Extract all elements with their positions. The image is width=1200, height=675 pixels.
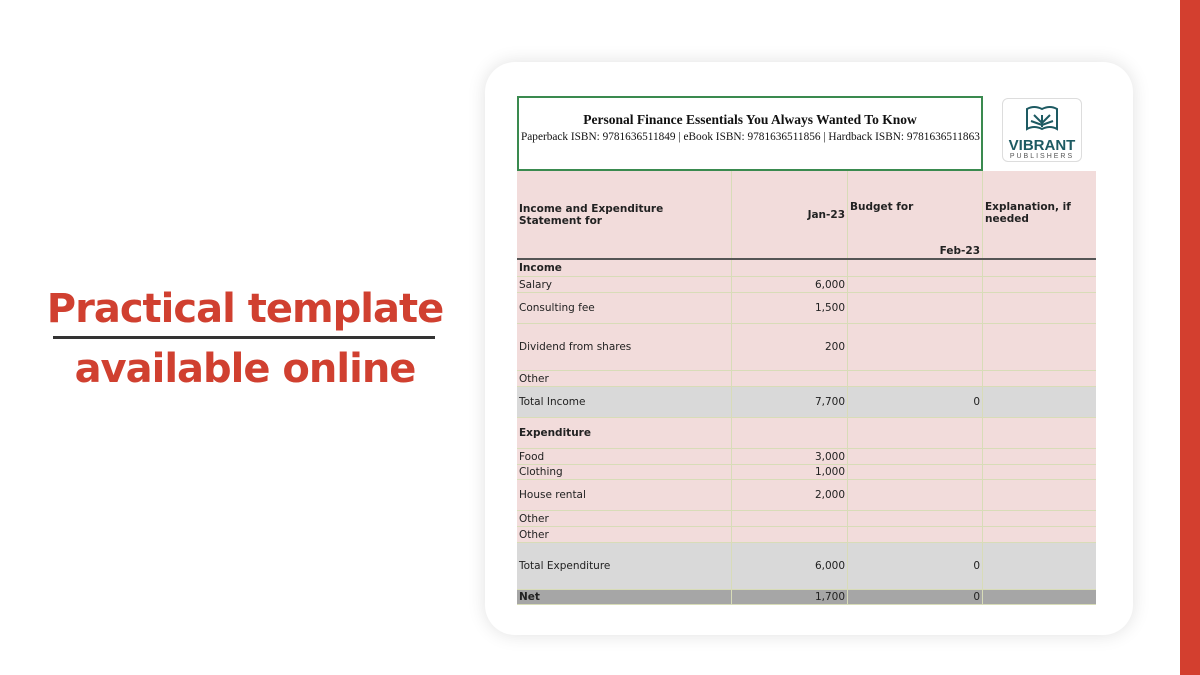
row-label[interactable]: Total Income — [517, 387, 732, 417]
row-value[interactable]: 1,700 — [732, 590, 848, 604]
row-budget[interactable]: 0 — [848, 543, 983, 589]
row-budget[interactable]: 0 — [848, 590, 983, 604]
row-value[interactable]: 200 — [732, 324, 848, 370]
row-budget[interactable] — [848, 371, 983, 386]
table-row: Income — [517, 260, 1096, 277]
slogan-line-1: Practical template — [46, 286, 444, 332]
row-explanation[interactable] — [983, 260, 1096, 276]
table-row: Total Income 7,700 0 — [517, 387, 1096, 418]
row-budget[interactable] — [848, 480, 983, 510]
table-row: Food 3,000 — [517, 449, 1096, 465]
row-value[interactable] — [732, 371, 848, 386]
row-label[interactable]: Net — [517, 590, 732, 604]
row-value[interactable]: 2,000 — [732, 480, 848, 510]
row-value[interactable]: 6,000 — [732, 277, 848, 292]
budget-month: Feb-23 — [939, 245, 980, 257]
open-book-icon — [1026, 106, 1058, 131]
table-row: Total Expenditure 6,000 0 — [517, 543, 1096, 590]
row-value[interactable] — [732, 511, 848, 526]
row-explanation[interactable] — [983, 480, 1096, 510]
table-row: Other — [517, 371, 1096, 387]
row-budget[interactable] — [848, 527, 983, 542]
row-label[interactable]: Other — [517, 371, 732, 386]
row-value[interactable]: 6,000 — [732, 543, 848, 589]
row-budget[interactable] — [848, 293, 983, 323]
row-explanation[interactable] — [983, 324, 1096, 370]
logo-name: VIBRANT — [1008, 137, 1076, 154]
table-row: Consulting fee 1,500 — [517, 293, 1096, 324]
logo-sub: PUBLISHERS — [1009, 153, 1075, 160]
row-explanation[interactable] — [983, 293, 1096, 323]
row-label[interactable]: Consulting fee — [517, 293, 732, 323]
publisher-logo: VIBRANT PUBLISHERS — [1002, 98, 1082, 162]
column-header-row: Income and Expenditure Statement for Jan… — [517, 171, 1096, 260]
row-label[interactable]: Total Expenditure — [517, 543, 732, 589]
row-explanation[interactable] — [983, 371, 1096, 386]
table-row: Net 1,700 0 — [517, 590, 1096, 605]
isbn-line: Paperback ISBN: 9781636511849 | eBook IS… — [521, 131, 980, 143]
row-budget[interactable] — [848, 511, 983, 526]
row-label[interactable]: House rental — [517, 480, 732, 510]
row-budget[interactable] — [848, 260, 983, 276]
row-explanation[interactable] — [983, 465, 1096, 479]
row-value[interactable]: 7,700 — [732, 387, 848, 417]
row-value[interactable] — [732, 527, 848, 542]
table-body: Income Salary 6,000 Consulting fee 1,500 Divi… — [517, 260, 1096, 605]
table-row: Clothing 1,000 — [517, 465, 1096, 480]
header-budget: Budget for Feb-23 — [848, 171, 983, 258]
header-explanation: Explanation, if needed — [985, 201, 1071, 225]
row-label[interactable]: Expenditure — [517, 418, 732, 448]
table-row: Other — [517, 527, 1096, 543]
row-explanation[interactable] — [983, 527, 1096, 542]
row-budget[interactable] — [848, 465, 983, 479]
header-statement: Income and Expenditure Statement for — [517, 171, 732, 258]
table-row: Dividend from shares 200 — [517, 324, 1096, 371]
row-label[interactable]: Income — [517, 260, 732, 276]
row-label[interactable]: Salary — [517, 277, 732, 292]
table-row: Expenditure — [517, 418, 1096, 449]
accent-bar — [1180, 0, 1200, 675]
budget-label: Budget for — [850, 201, 914, 213]
spreadsheet: Personal Finance Essentials You Always W… — [517, 96, 1096, 605]
row-budget[interactable] — [848, 418, 983, 448]
row-explanation[interactable] — [983, 277, 1096, 292]
row-explanation[interactable] — [983, 543, 1096, 589]
divider — [53, 336, 435, 339]
row-budget[interactable] — [848, 277, 983, 292]
row-explanation[interactable] — [983, 418, 1096, 448]
row-label[interactable]: Clothing — [517, 465, 732, 479]
table-row: Other — [517, 511, 1096, 527]
slogan-line-2: available online — [74, 346, 417, 392]
row-value[interactable] — [732, 418, 848, 448]
row-value[interactable] — [732, 260, 848, 276]
row-label[interactable]: Other — [517, 527, 732, 542]
row-budget[interactable] — [848, 324, 983, 370]
row-value[interactable]: 3,000 — [732, 449, 848, 464]
row-budget[interactable] — [848, 449, 983, 464]
row-label[interactable]: Food — [517, 449, 732, 464]
header-month: Jan-23 — [732, 171, 848, 258]
row-label[interactable]: Other — [517, 511, 732, 526]
selected-cell[interactable] — [517, 96, 983, 171]
table-row: Salary 6,000 — [517, 277, 1096, 293]
row-label[interactable]: Dividend from shares — [517, 324, 732, 370]
row-explanation[interactable] — [983, 511, 1096, 526]
row-explanation[interactable] — [983, 590, 1096, 604]
row-explanation[interactable] — [983, 387, 1096, 417]
table-row: House rental 2,000 — [517, 480, 1096, 511]
row-explanation[interactable] — [983, 449, 1096, 464]
row-value[interactable]: 1,500 — [732, 293, 848, 323]
sheet-title: Personal Finance Essentials You Always W… — [583, 112, 917, 127]
row-value[interactable]: 1,000 — [732, 465, 848, 479]
sheet-header: Personal Finance Essentials You Always W… — [517, 96, 1096, 171]
row-budget[interactable]: 0 — [848, 387, 983, 417]
